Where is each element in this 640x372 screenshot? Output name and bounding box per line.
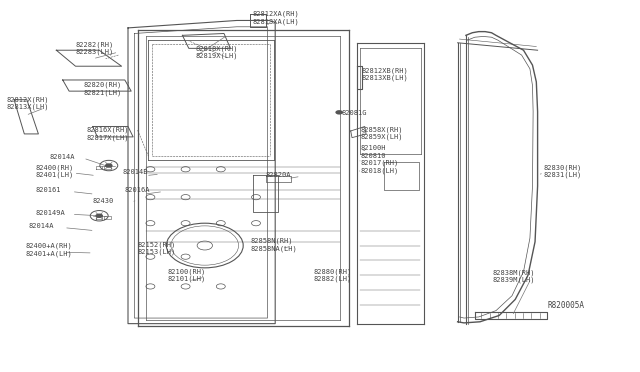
Text: 820161: 820161 — [35, 187, 61, 193]
Text: 82880(RH)
82882(LH): 82880(RH) 82882(LH) — [314, 268, 352, 282]
Text: 82014B: 82014B — [123, 169, 148, 175]
Text: 82430: 82430 — [93, 198, 114, 204]
Text: 82820A: 82820A — [266, 172, 291, 178]
Text: 82400(RH)
82401(LH): 82400(RH) 82401(LH) — [35, 164, 74, 178]
Text: 82282(RH)
82283(LH): 82282(RH) 82283(LH) — [76, 41, 114, 55]
Circle shape — [335, 110, 343, 115]
Text: 82818X(RH)
82819X(LH): 82818X(RH) 82819X(LH) — [195, 45, 237, 59]
Circle shape — [95, 214, 103, 218]
Text: 82017(RH)
82018(LH): 82017(RH) 82018(LH) — [360, 160, 399, 174]
Text: 82400+A(RH)
82401+A(LH): 82400+A(RH) 82401+A(LH) — [26, 243, 72, 257]
Text: 82081G: 82081G — [341, 110, 367, 116]
Text: 82014A: 82014A — [49, 154, 75, 160]
Text: 820810: 820810 — [360, 153, 386, 159]
Text: 82838M(RH)
82839M(LH): 82838M(RH) 82839M(LH) — [493, 269, 535, 283]
Text: 82830(RH)
82831(LH): 82830(RH) 82831(LH) — [544, 164, 582, 178]
Circle shape — [105, 163, 113, 168]
Text: 82812X(RH)
82813X(LH): 82812X(RH) 82813X(LH) — [6, 96, 49, 110]
Text: 82016A: 82016A — [125, 187, 150, 193]
Text: 82100H: 82100H — [360, 145, 386, 151]
Text: 820149A: 820149A — [35, 210, 65, 216]
Text: 82152(RH)
82153(LH): 82152(RH) 82153(LH) — [138, 241, 176, 256]
Text: 82014A: 82014A — [29, 223, 54, 229]
Text: 82816X(RH)
82817X(LH): 82816X(RH) 82817X(LH) — [86, 127, 129, 141]
Text: 82820(RH)
82821(LH): 82820(RH) 82821(LH) — [83, 81, 122, 96]
Text: 82100(RH)
82101(LH): 82100(RH) 82101(LH) — [168, 268, 206, 282]
Text: 82858X(RH)
82859X(LH): 82858X(RH) 82859X(LH) — [360, 126, 403, 140]
Text: 82812XB(RH)
82813XB(LH): 82812XB(RH) 82813XB(LH) — [362, 67, 408, 81]
Text: 82858N(RH)
82858NA(LH): 82858N(RH) 82858NA(LH) — [251, 238, 298, 252]
Text: R820005A: R820005A — [547, 301, 584, 310]
Text: 82812XA(RH)
82813XA(LH): 82812XA(RH) 82813XA(LH) — [253, 11, 300, 25]
